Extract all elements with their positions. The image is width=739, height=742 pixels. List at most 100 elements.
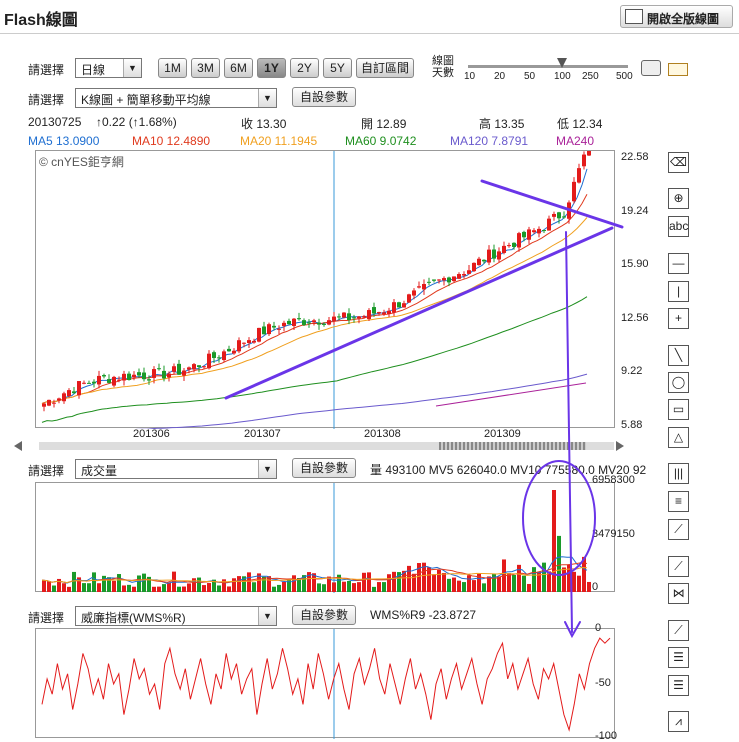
scroll-thumb[interactable] [439,442,586,450]
fib-icon[interactable]: ☰ [668,675,689,696]
price-chart-panel[interactable]: © cnYES鉅亨網 [35,134,615,445]
volume-bar [87,583,91,592]
volume-bar [362,572,366,592]
chart-icon [625,9,643,24]
quote-date: 20130725 [28,115,82,129]
slider-thumb[interactable] [557,58,567,68]
volume-bar [542,562,546,592]
candle-body [512,242,516,247]
candle-body [132,374,136,378]
volume-bar [127,584,131,592]
range-button[interactable]: 1Y [257,58,286,78]
volume-bar [52,585,56,592]
volume-bar [462,582,466,592]
custom-params-button[interactable]: 自設參數 [292,87,356,107]
crosshair-icon[interactable]: + [668,308,689,329]
candle-body [572,181,576,202]
range-button[interactable]: 6M [224,58,253,78]
candle-body [322,323,326,325]
wms-chart [41,629,611,739]
range-button[interactable]: 5Y [323,58,352,78]
grid-fan-icon[interactable]: ⋈ [668,583,689,604]
wms-indicator-select[interactable]: 威廉指標(WMS%R) ▼ [75,606,277,626]
volume-params-button[interactable]: 自設參數 [292,458,356,478]
days-slider[interactable]: 10 20 50 100 250 500 [464,58,634,84]
volume-bar [237,576,241,592]
horizontal-lines-icon[interactable]: ≡ [668,491,689,512]
volume-bar [247,572,251,592]
volume-bar [452,577,456,592]
ellipse-icon[interactable]: ◯ [668,372,689,393]
candle-body [127,373,131,381]
range-button[interactable]: 3M [191,58,220,78]
volume-bar [387,574,391,592]
price-chart [41,134,591,445]
fan-lines-icon[interactable]: ⟋ [668,556,689,577]
volume-chart-panel[interactable] [35,482,615,593]
volume-bar [432,574,436,592]
select-label-4: 請選擇 [28,611,65,625]
volume-bar [62,583,66,592]
chart-scrollbar[interactable] [14,441,624,451]
volume-bar [132,586,136,592]
candle-body [547,218,551,231]
vertical-line-icon[interactable]: | [668,281,689,302]
zoom-in-icon[interactable]: ⊕ [668,188,689,209]
volume-bar [577,575,581,592]
candle-body [432,279,436,281]
volume-bar [97,583,101,592]
print-icon[interactable] [641,60,661,76]
channel-icon[interactable]: ☰ [668,647,689,668]
candle-body [532,230,536,233]
range-button[interactable]: 2Y [290,58,319,78]
price-x-tick: 201307 [244,428,281,440]
candle-body [362,316,366,318]
candle-body [87,382,91,384]
candle-body [397,302,401,308]
eraser-icon[interactable]: ⌫ [668,152,689,173]
candle-body [317,322,321,325]
fan-icon[interactable]: ⟋ [668,519,689,540]
candle-body [497,251,501,260]
volume-indicator-select[interactable]: 成交量 ▼ [75,459,277,479]
candle-body [387,310,391,315]
speed-lines-icon[interactable]: ⟋ [668,620,689,641]
range-button[interactable]: 1M [158,58,187,78]
period-select[interactable]: 日線 ▼ [75,58,142,78]
price-y-tick: 22.58 [621,151,649,163]
candle-body [77,381,81,396]
text-icon[interactable]: abc [668,216,689,237]
wave-icon[interactable]: ⩘ [668,711,689,732]
ma-legend-item: MA10 12.4890 [132,134,211,148]
candle-body [82,382,86,384]
diagonal-line-icon[interactable]: ╲ [668,345,689,366]
chart-type-select[interactable]: K線圖 + 簡單移動平均線 ▼ [75,88,277,108]
ma-line [41,168,588,404]
candle-body [227,348,231,352]
triangle-icon[interactable]: △ [668,427,689,448]
vertical-lines-icon[interactable]: ||| [668,463,689,484]
rectangle-icon[interactable]: ▭ [668,399,689,420]
volume-chart [41,483,591,593]
horizontal-line-icon[interactable]: — [668,253,689,274]
app-title: Flash線圖 [4,12,78,29]
open-full-chart-button[interactable]: 開啟全版線圖 [620,5,733,28]
candle-body [142,372,146,380]
candle-body [302,320,306,326]
volume-bar [72,571,76,592]
scroll-left-icon[interactable] [14,441,22,451]
volume-bar [197,577,201,592]
wms-params-button[interactable]: 自設參數 [292,605,356,625]
scroll-right-icon[interactable] [616,441,624,451]
wms-chart-panel[interactable] [35,628,615,739]
ma-legend-item: MA120 7.8791 [450,134,529,148]
volume-bar [367,572,371,592]
range-button[interactable]: 自訂區間 [356,58,414,78]
volume-bar [537,571,541,592]
volume-bar [372,586,376,592]
mail-icon[interactable] [668,63,688,76]
volume-bar [512,574,516,592]
candle-body [527,229,531,240]
volume-bar [337,574,341,592]
ma-legend-item: MA240 [556,134,595,148]
